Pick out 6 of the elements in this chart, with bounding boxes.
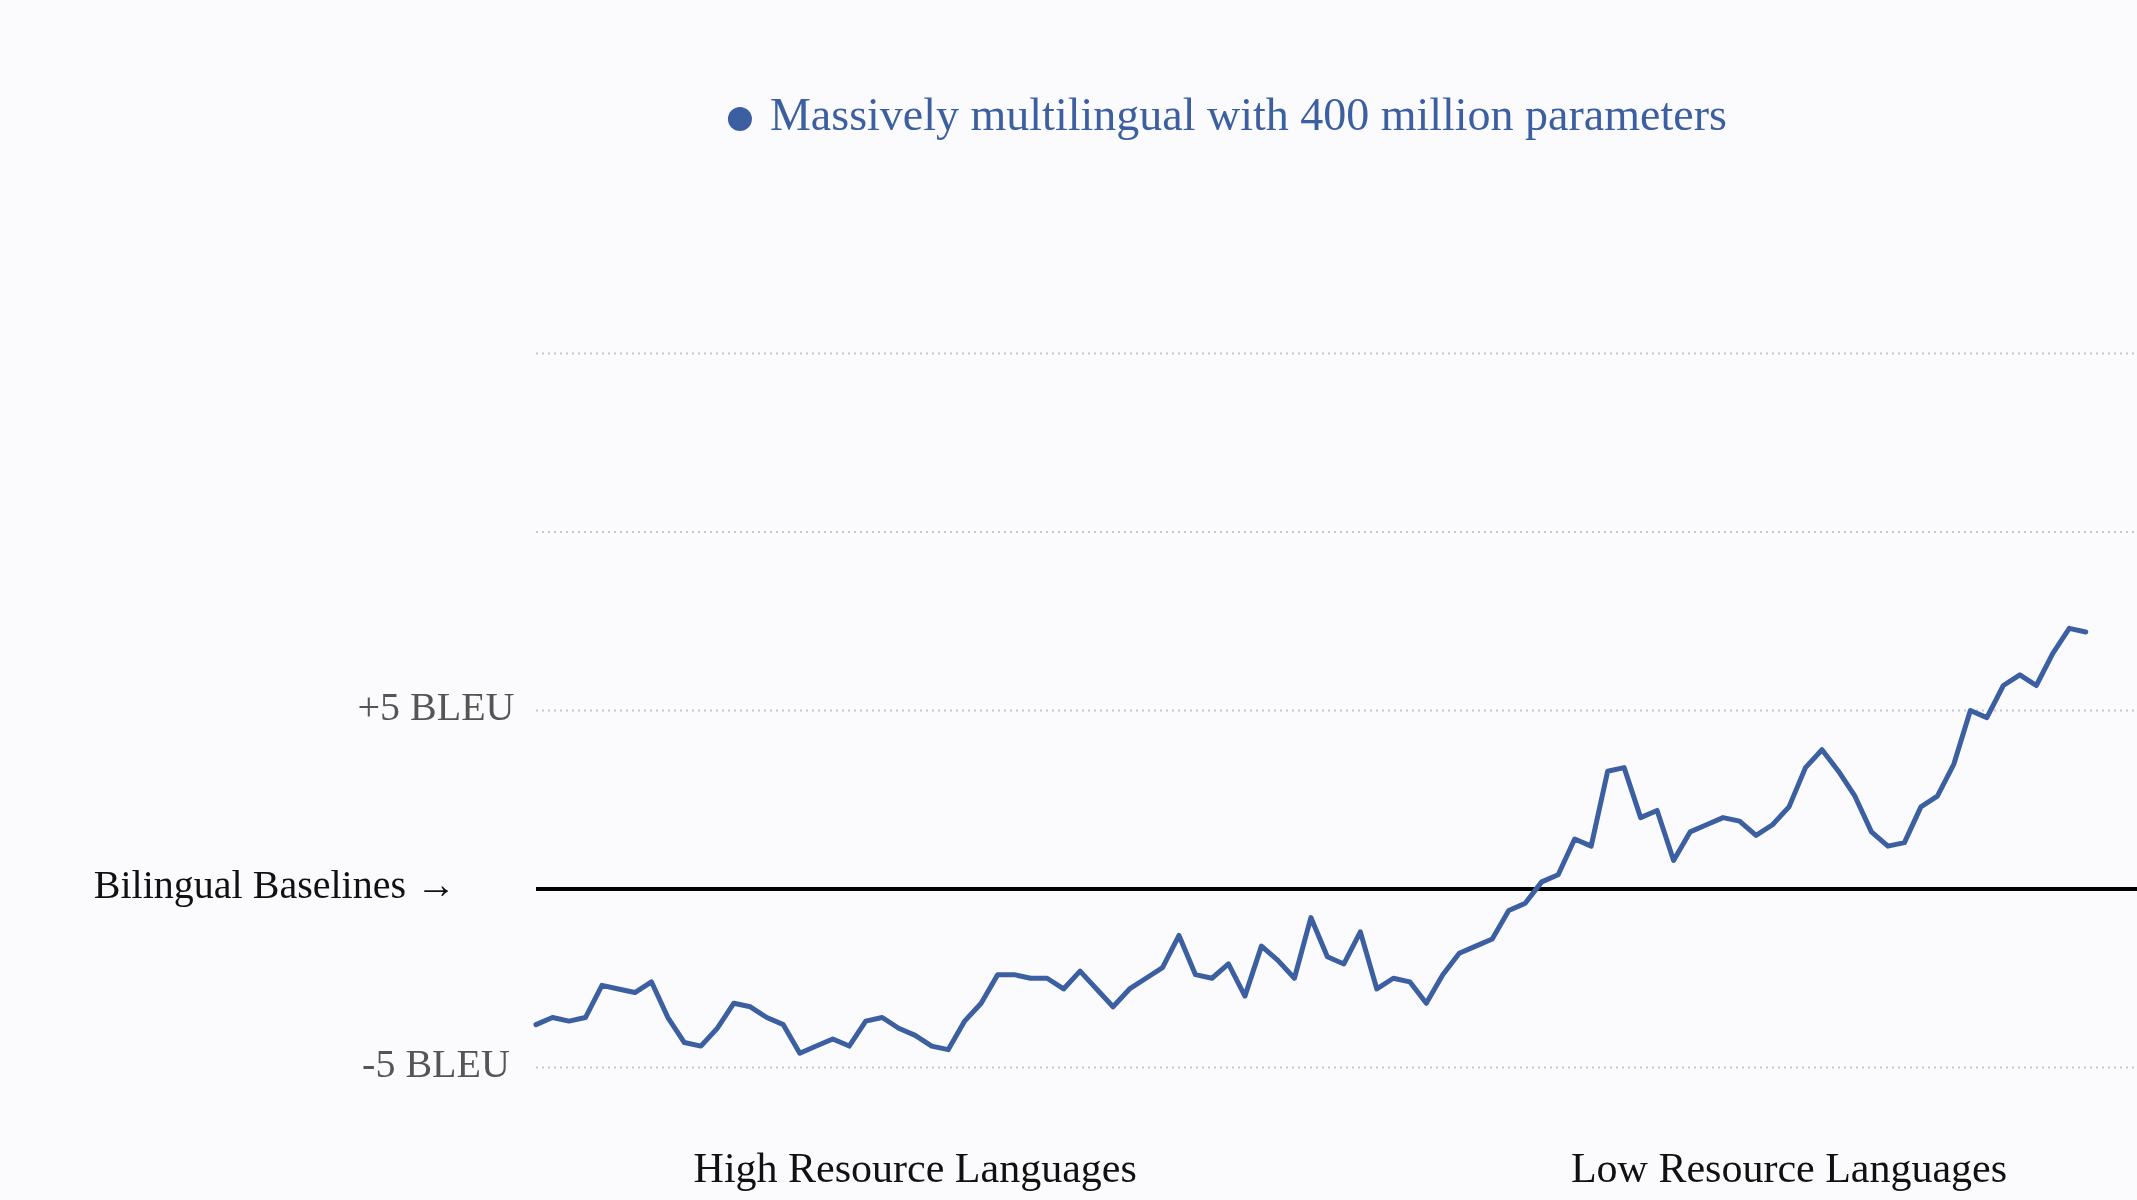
y-tick-label: -5 BLEU [362, 1040, 510, 1086]
legend-label: Massively multilingual with 400 million parameters [769, 88, 1727, 140]
y-tick-label: +5 BLEU [357, 683, 515, 729]
x-tick-label: High Resource Languages [693, 1145, 1137, 1192]
ref-line-label: Bilingual Baselines → [93, 862, 456, 908]
x-tick-label: Low Resource Languages [1570, 1145, 2008, 1192]
